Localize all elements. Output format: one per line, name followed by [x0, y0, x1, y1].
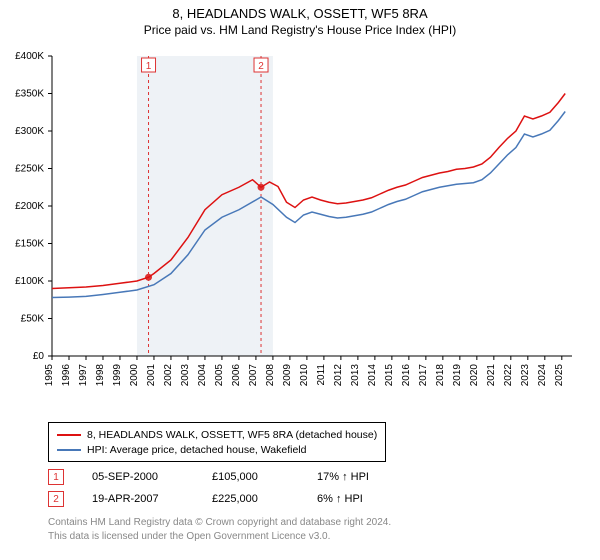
- svg-text:£100K: £100K: [15, 276, 44, 287]
- svg-text:£0: £0: [33, 351, 45, 362]
- sale-row: 2 19-APR-2007£225,0006% ↑ HPI: [48, 488, 417, 510]
- svg-text:2023: 2023: [520, 364, 531, 387]
- svg-text:1996: 1996: [61, 364, 72, 387]
- svg-text:2002: 2002: [163, 364, 174, 387]
- sale-date: 05-SEP-2000: [92, 471, 212, 483]
- sale-delta: 17% ↑ HPI: [317, 471, 417, 483]
- legend-swatch: [57, 434, 81, 436]
- legend-swatch: [57, 449, 81, 451]
- legend-label: HPI: Average price, detached house, Wake…: [87, 444, 306, 456]
- chart: £0 £50K £100K £150K £200K £250K £300K £350K £400…: [0, 44, 600, 414]
- svg-text:2: 2: [258, 61, 264, 72]
- page: 8, HEADLANDS WALK, OSSETT, WF5 8RA Price…: [0, 0, 600, 560]
- sale-date: 19-APR-2007: [92, 493, 212, 505]
- sale-row: 1 05-SEP-2000£105,00017% ↑ HPI: [48, 466, 417, 488]
- chart-title: 8, HEADLANDS WALK, OSSETT, WF5 8RA: [0, 6, 600, 21]
- svg-text:2011: 2011: [316, 364, 327, 386]
- svg-text:2010: 2010: [299, 364, 310, 387]
- svg-text:2001: 2001: [146, 364, 157, 387]
- chart-subtitle: Price paid vs. HM Land Registry's House …: [0, 21, 600, 37]
- footer-line-2: This data is licensed under the Open Gov…: [48, 530, 391, 544]
- footer-line-1: Contains HM Land Registry data © Crown c…: [48, 516, 391, 530]
- sale-price: £225,000: [212, 493, 317, 505]
- svg-text:2019: 2019: [452, 364, 463, 387]
- legend-item: 8, HEADLANDS WALK, OSSETT, WF5 8RA (deta…: [57, 427, 377, 442]
- svg-text:£200K: £200K: [15, 201, 44, 212]
- chart-svg: £0 £50K £100K £150K £200K £250K £300K £350K £400…: [0, 44, 600, 414]
- svg-text:2016: 2016: [401, 364, 412, 387]
- svg-text:1997: 1997: [78, 364, 89, 387]
- legend: 8, HEADLANDS WALK, OSSETT, WF5 8RA (deta…: [48, 422, 386, 462]
- svg-text:2012: 2012: [333, 364, 344, 387]
- svg-text:1998: 1998: [95, 364, 106, 387]
- legend-label: 8, HEADLANDS WALK, OSSETT, WF5 8RA (deta…: [87, 429, 377, 441]
- svg-text:1995: 1995: [44, 364, 55, 387]
- svg-text:2022: 2022: [503, 364, 514, 387]
- svg-text:2017: 2017: [418, 364, 429, 387]
- svg-text:£400K: £400K: [15, 51, 44, 62]
- sale-delta: 6% ↑ HPI: [317, 493, 417, 505]
- svg-text:£300K: £300K: [15, 126, 44, 137]
- svg-text:2018: 2018: [435, 364, 446, 387]
- svg-text:2004: 2004: [197, 364, 208, 387]
- svg-text:2025: 2025: [554, 364, 565, 387]
- sales-table: 1 05-SEP-2000£105,00017% ↑ HPI 2 19-APR-200…: [48, 466, 417, 510]
- svg-text:2015: 2015: [384, 364, 395, 387]
- svg-text:2024: 2024: [537, 364, 548, 387]
- svg-text:2014: 2014: [367, 364, 378, 387]
- title-block: 8, HEADLANDS WALK, OSSETT, WF5 8RA Price…: [0, 0, 600, 39]
- svg-text:2013: 2013: [350, 364, 361, 387]
- svg-text:£350K: £350K: [15, 89, 44, 100]
- legend-item: HPI: Average price, detached house, Wake…: [57, 442, 377, 457]
- svg-text:£150K: £150K: [15, 239, 44, 250]
- svg-text:2006: 2006: [231, 364, 242, 387]
- svg-text:2020: 2020: [469, 364, 480, 387]
- sale-marker: 1: [48, 469, 64, 485]
- svg-text:2021: 2021: [486, 364, 497, 387]
- svg-text:£250K: £250K: [15, 164, 44, 175]
- sale-price: £105,000: [212, 471, 317, 483]
- svg-text:1: 1: [146, 61, 152, 72]
- svg-text:2007: 2007: [248, 364, 259, 387]
- footer: Contains HM Land Registry data © Crown c…: [48, 516, 391, 543]
- svg-text:2003: 2003: [180, 364, 191, 387]
- svg-text:1999: 1999: [112, 364, 123, 387]
- svg-text:2005: 2005: [214, 364, 225, 387]
- sale-marker: 2: [48, 491, 64, 507]
- svg-text:2000: 2000: [129, 364, 140, 387]
- svg-text:£50K: £50K: [21, 314, 45, 325]
- svg-text:2008: 2008: [265, 364, 276, 387]
- svg-text:2009: 2009: [282, 364, 293, 387]
